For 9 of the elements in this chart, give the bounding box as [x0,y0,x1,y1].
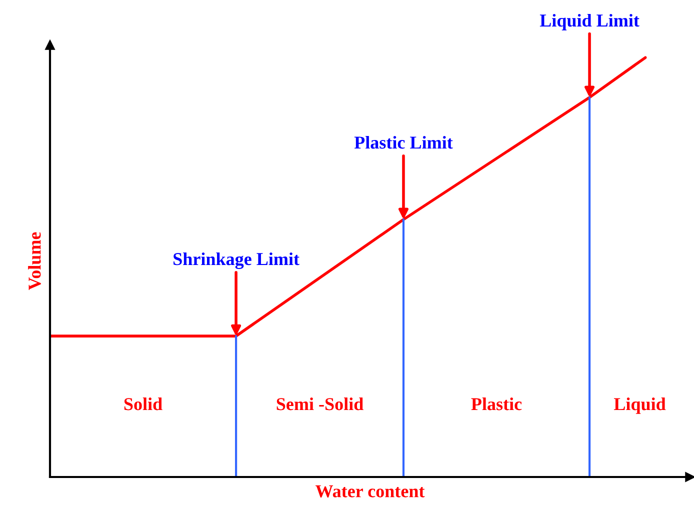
text: Liquid Limit [540,14,640,30]
x-axis-title: Water content [316,485,425,498]
annotation: Semi -Solid [276,398,364,410]
annotation: Plastic Limit [354,136,453,149]
annotation: Solid [124,398,162,410]
annotation: Liquid [614,398,666,414]
y-axis-title: Volume [28,232,41,290]
annotation: Shrinkage Limit [174,252,300,269]
annotation: Plastic [471,398,522,410]
